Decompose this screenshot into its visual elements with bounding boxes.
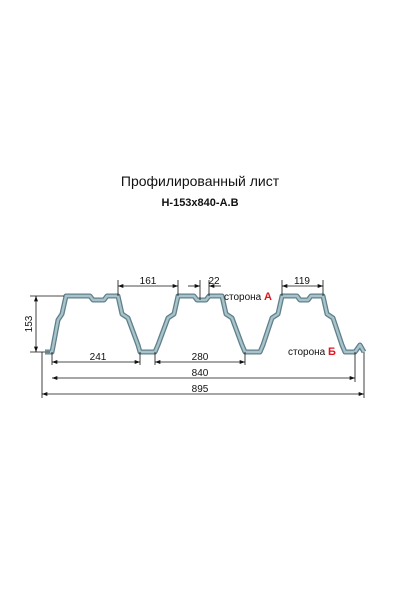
side-text: сторона	[288, 347, 326, 358]
dim-label: 22	[208, 276, 220, 287]
dim-label: 153	[24, 315, 35, 332]
dim-label: 840	[192, 368, 209, 379]
dim-label: 119	[294, 276, 310, 287]
dim-label: 161	[140, 276, 157, 287]
subtitle: Н-153х840-А.В	[161, 197, 238, 209]
side-a-label: сторона А	[224, 291, 272, 303]
side-letter: Б	[328, 346, 336, 358]
dim-label: 280	[192, 352, 209, 363]
side-letter: А	[264, 291, 272, 303]
dim-label: 895	[192, 384, 209, 395]
dim-label: 241	[90, 352, 107, 363]
dimension-lines	[30, 280, 365, 398]
side-b-label: сторона Б	[288, 346, 336, 358]
profile	[45, 293, 367, 355]
side-text: сторона	[224, 292, 262, 303]
title: Профилированный лист	[121, 173, 280, 189]
